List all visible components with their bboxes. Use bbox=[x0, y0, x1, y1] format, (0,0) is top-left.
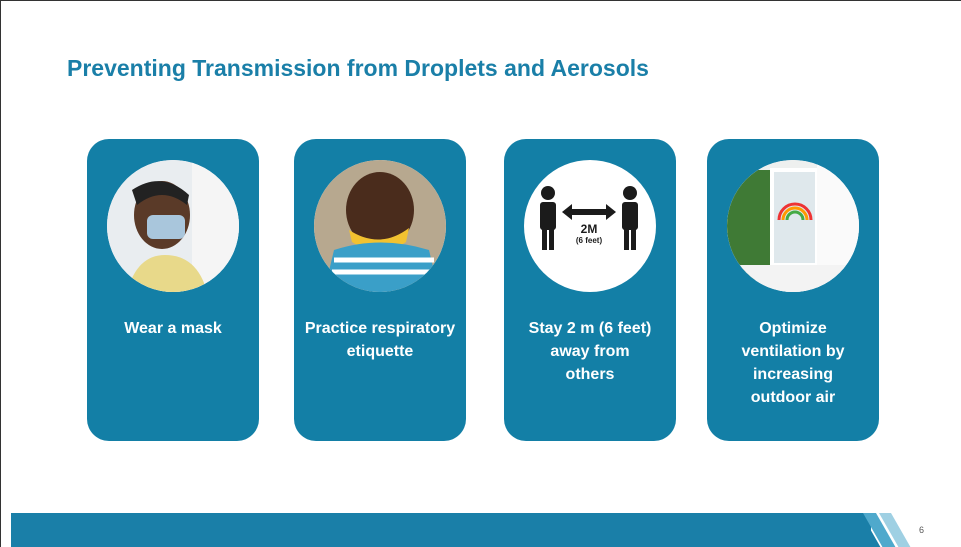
label-line: others bbox=[504, 363, 676, 386]
footer-bar bbox=[11, 513, 871, 547]
photo bbox=[314, 160, 446, 292]
card: Wear a mask bbox=[87, 139, 259, 441]
label-line: increasing bbox=[707, 363, 879, 386]
sign-note: (6 feet) bbox=[576, 236, 603, 245]
page-number: 6 bbox=[919, 525, 924, 535]
label-line: Optimize bbox=[707, 317, 879, 340]
label-line: Practice respiratory bbox=[294, 317, 466, 340]
label-line: Wear a mask bbox=[87, 317, 259, 340]
label-line: etiquette bbox=[294, 340, 466, 363]
label-line: Stay 2 m (6 feet) bbox=[504, 317, 676, 340]
card-label: Wear a mask bbox=[87, 317, 259, 340]
distance-sign: 2M(6 feet) bbox=[524, 160, 656, 292]
label-line: ventilation by bbox=[707, 340, 879, 363]
slide-title: Preventing Transmission from Droplets an… bbox=[67, 55, 649, 82]
label-line: away from bbox=[504, 340, 676, 363]
footer-stripes bbox=[821, 513, 921, 547]
slide: Preventing Transmission from Droplets an… bbox=[0, 0, 961, 547]
label-line: outdoor air bbox=[707, 386, 879, 409]
sign-distance: 2M bbox=[581, 222, 598, 236]
photo bbox=[107, 160, 239, 292]
photo bbox=[727, 160, 859, 292]
